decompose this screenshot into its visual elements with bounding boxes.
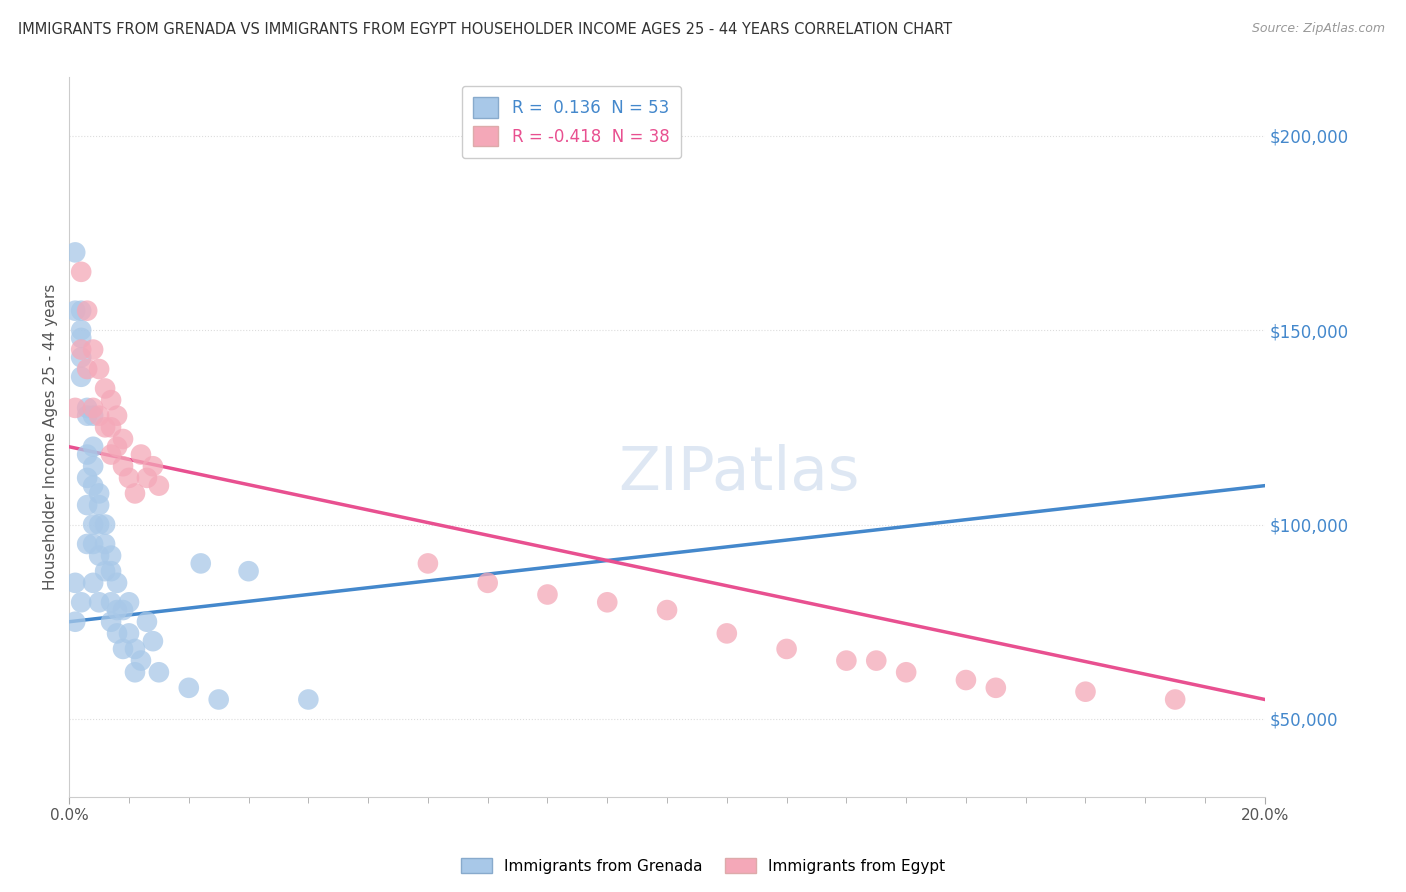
Point (76, 362, 98, 376)
Point (112, 642, 135, 657)
Point (100, 549, 122, 563)
Point (865, 654, 887, 668)
Point (100, 420, 122, 434)
Point (118, 626, 141, 640)
Point (70, 323, 93, 337)
Point (87, 498, 110, 512)
Point (82, 401, 104, 415)
Point (105, 603, 128, 617)
Point (142, 459, 165, 474)
Point (100, 595, 122, 609)
Point (105, 440, 128, 454)
Point (76, 537, 98, 551)
Point (596, 595, 619, 609)
Point (70, 303, 93, 318)
Point (112, 459, 135, 474)
Point (148, 478, 170, 492)
Point (1164, 692, 1187, 706)
Point (124, 642, 146, 657)
Point (100, 564, 122, 578)
Point (835, 654, 858, 668)
Point (100, 615, 122, 629)
Point (70, 369, 93, 384)
Point (82, 440, 104, 454)
Point (112, 432, 135, 446)
Point (76, 498, 98, 512)
Point (238, 564, 260, 578)
Point (82, 537, 104, 551)
Point (477, 575, 499, 590)
Point (100, 393, 122, 408)
Point (63, 575, 86, 590)
Text: IMMIGRANTS FROM GRENADA VS IMMIGRANTS FROM EGYPT HOUSEHOLDER INCOME AGES 25 - 44: IMMIGRANTS FROM GRENADA VS IMMIGRANTS FR… (18, 22, 952, 37)
Point (142, 634, 165, 648)
Point (124, 486, 146, 500)
Point (208, 692, 231, 706)
Point (94, 517, 117, 532)
Point (82, 478, 104, 492)
Point (105, 409, 128, 423)
Point (105, 575, 128, 590)
Point (76, 401, 98, 415)
Point (70, 343, 93, 357)
Point (63, 303, 86, 318)
Point (1074, 684, 1097, 698)
Point (82, 343, 104, 357)
Point (70, 595, 93, 609)
Point (82, 459, 104, 474)
Point (87, 409, 110, 423)
Point (112, 603, 135, 617)
Point (87, 517, 110, 532)
Point (955, 673, 977, 687)
Point (136, 615, 159, 629)
Y-axis label: Householder Income Ages 25 - 44 years: Householder Income Ages 25 - 44 years (44, 284, 58, 591)
Point (136, 471, 159, 485)
Point (190, 557, 212, 571)
Point (94, 420, 117, 434)
Point (536, 587, 558, 601)
Text: Source: ZipAtlas.com: Source: ZipAtlas.com (1251, 22, 1385, 36)
Point (129, 654, 152, 668)
Point (100, 448, 122, 462)
Point (87, 549, 110, 563)
Point (70, 331, 93, 345)
Point (76, 409, 98, 423)
Point (105, 626, 128, 640)
Point (70, 351, 93, 365)
Point (82, 575, 104, 590)
Point (177, 681, 200, 695)
Point (984, 681, 1007, 695)
Point (87, 595, 110, 609)
Point (655, 603, 678, 617)
Point (894, 665, 917, 680)
Point (76, 448, 98, 462)
Point (775, 642, 797, 657)
Legend: Immigrants from Grenada, Immigrants from Egypt: Immigrants from Grenada, Immigrants from… (454, 852, 952, 880)
Text: ZIPatlas: ZIPatlas (619, 443, 859, 502)
Point (118, 595, 141, 609)
Point (94, 564, 117, 578)
Point (82, 517, 104, 532)
Point (94, 381, 117, 395)
Point (124, 665, 146, 680)
Point (94, 537, 117, 551)
Point (76, 303, 98, 318)
Point (63, 401, 86, 415)
Point (297, 692, 319, 706)
Point (87, 486, 110, 500)
Point (63, 245, 86, 260)
Point (118, 471, 141, 485)
Point (76, 471, 98, 485)
Point (148, 665, 170, 680)
Point (87, 362, 110, 376)
Point (63, 615, 86, 629)
Point (129, 448, 152, 462)
Legend: R =  0.136  N = 53, R = -0.418  N = 38: R = 0.136 N = 53, R = -0.418 N = 38 (461, 86, 681, 158)
Point (716, 626, 738, 640)
Point (82, 409, 104, 423)
Point (416, 557, 439, 571)
Point (70, 265, 93, 279)
